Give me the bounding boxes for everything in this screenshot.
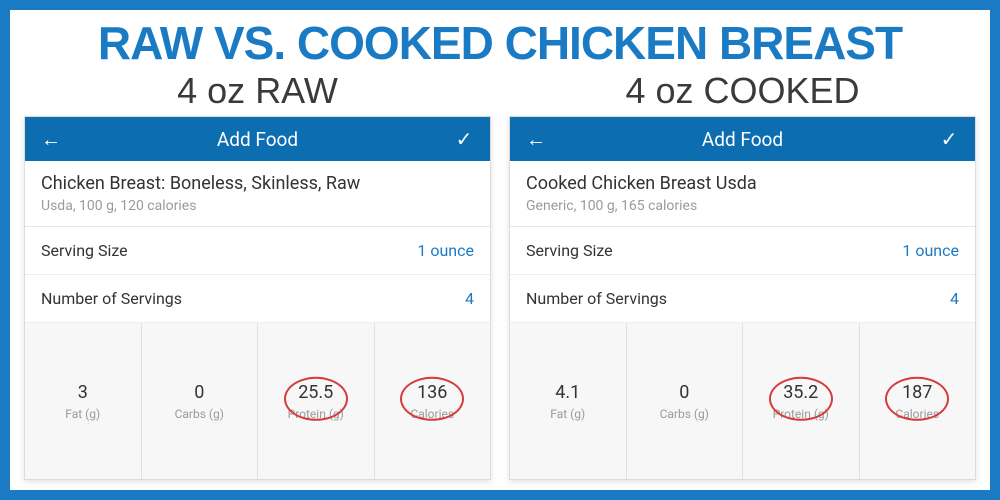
topbar-raw: ← Add Food ✓ <box>25 117 490 161</box>
macros-row: 3 Fat (g) 0 Carbs (g) 25.5 Protein (g) 1… <box>25 323 490 479</box>
topbar-title: Add Food <box>548 128 937 151</box>
main-title: RAW VS. COOKED CHICKEN BREAST <box>10 16 990 70</box>
macro-value: 0 <box>679 382 689 403</box>
serving-size-value: 1 ounce <box>902 241 959 260</box>
checkmark-icon[interactable]: ✓ <box>452 127 476 151</box>
macro-calories: 136 Calories <box>375 323 491 479</box>
food-section: Cooked Chicken Breast Usda Generic, 100 … <box>510 161 975 227</box>
food-section: Chicken Breast: Boneless, Skinless, Raw … <box>25 161 490 227</box>
food-subtitle: Usda, 100 g, 120 calories <box>41 198 474 214</box>
macro-value: 136 <box>417 382 447 403</box>
panel-heading-raw: 4 oz RAW <box>24 70 491 112</box>
panel-cooked: 4 oz COOKED ← Add Food ✓ Cooked Chicken … <box>509 70 976 480</box>
macro-value: 35.2 <box>783 382 818 403</box>
macro-calories: 187 Calories <box>860 323 976 479</box>
servings-label: Number of Servings <box>526 289 667 308</box>
macro-value: 187 <box>902 382 932 403</box>
macro-label: Protein (g) <box>288 407 344 421</box>
macro-protein: 35.2 Protein (g) <box>743 323 860 479</box>
panel-raw: 4 oz RAW ← Add Food ✓ Chicken Breast: Bo… <box>24 70 491 480</box>
macro-label: Carbs (g) <box>175 407 224 421</box>
serving-size-row[interactable]: Serving Size 1 ounce <box>25 227 490 275</box>
macro-label: Fat (g) <box>550 407 585 421</box>
macro-value: 4.1 <box>555 382 580 403</box>
servings-row[interactable]: Number of Servings 4 <box>25 275 490 323</box>
macro-label: Protein (g) <box>773 407 829 421</box>
panels-container: 4 oz RAW ← Add Food ✓ Chicken Breast: Bo… <box>10 70 990 490</box>
servings-value: 4 <box>950 289 959 308</box>
food-name: Cooked Chicken Breast Usda <box>526 173 959 194</box>
topbar-cooked: ← Add Food ✓ <box>510 117 975 161</box>
macro-fat: 3 Fat (g) <box>25 323 142 479</box>
macro-label: Calories <box>410 407 454 421</box>
serving-size-row[interactable]: Serving Size 1 ounce <box>510 227 975 275</box>
serving-size-label: Serving Size <box>41 241 128 260</box>
macro-label: Calories <box>895 407 939 421</box>
food-name: Chicken Breast: Boneless, Skinless, Raw <box>41 173 474 194</box>
card-raw: ← Add Food ✓ Chicken Breast: Boneless, S… <box>24 116 491 480</box>
servings-value: 4 <box>465 289 474 308</box>
servings-row[interactable]: Number of Servings 4 <box>510 275 975 323</box>
macro-value: 3 <box>78 382 88 403</box>
servings-label: Number of Servings <box>41 289 182 308</box>
macro-value: 25.5 <box>298 382 333 403</box>
macro-carbs: 0 Carbs (g) <box>142 323 259 479</box>
food-subtitle: Generic, 100 g, 165 calories <box>526 198 959 214</box>
macro-protein: 25.5 Protein (g) <box>258 323 375 479</box>
card-cooked: ← Add Food ✓ Cooked Chicken Breast Usda … <box>509 116 976 480</box>
checkmark-icon[interactable]: ✓ <box>937 127 961 151</box>
macros-row: 4.1 Fat (g) 0 Carbs (g) 35.2 Protein (g)… <box>510 323 975 479</box>
macro-fat: 4.1 Fat (g) <box>510 323 627 479</box>
macro-label: Carbs (g) <box>660 407 709 421</box>
back-arrow-icon[interactable]: ← <box>39 127 63 152</box>
serving-size-label: Serving Size <box>526 241 613 260</box>
panel-heading-cooked: 4 oz COOKED <box>509 70 976 112</box>
topbar-title: Add Food <box>63 128 452 151</box>
macro-label: Fat (g) <box>65 407 100 421</box>
macro-carbs: 0 Carbs (g) <box>627 323 744 479</box>
back-arrow-icon[interactable]: ← <box>524 127 548 152</box>
macro-value: 0 <box>194 382 204 403</box>
serving-size-value: 1 ounce <box>417 241 474 260</box>
